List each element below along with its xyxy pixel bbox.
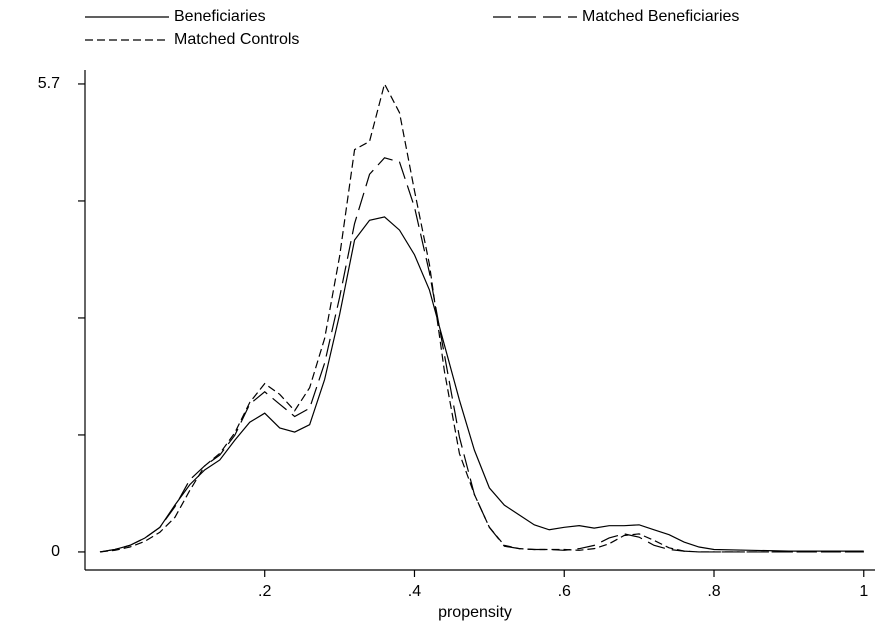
y-tick-label: 5.7 — [38, 75, 60, 92]
y-tick-label: 0 — [51, 543, 60, 560]
legend-label: Matched Controls — [174, 31, 299, 48]
x-axis-label: propensity — [438, 604, 512, 621]
series-line — [99, 82, 864, 553]
x-tick-label: .2 — [258, 583, 271, 600]
x-tick-label: .4 — [408, 583, 421, 600]
x-tick-label: .8 — [707, 583, 720, 600]
legend-label: Beneficiaries — [174, 8, 266, 25]
x-tick-label: .6 — [558, 583, 571, 600]
series-line — [99, 216, 864, 553]
series-line — [99, 157, 864, 553]
legend-label: Matched Beneficiaries — [582, 8, 739, 25]
x-tick-label: 1 — [859, 583, 868, 600]
